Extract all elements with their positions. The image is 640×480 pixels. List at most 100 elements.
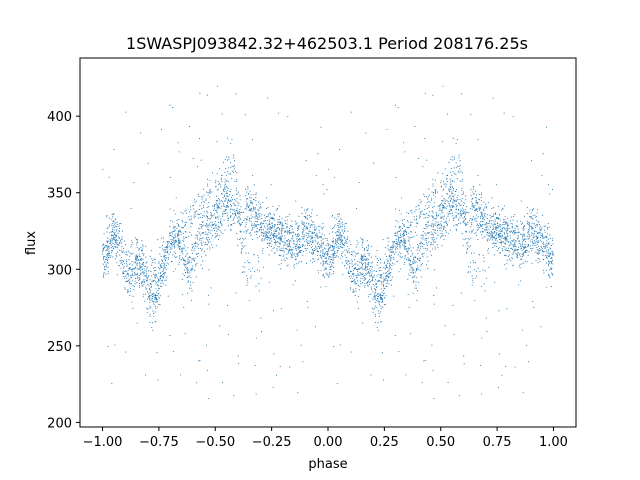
- data-point: [548, 275, 550, 277]
- data-point: [452, 137, 454, 139]
- data-point: [280, 227, 282, 229]
- data-point: [373, 270, 375, 272]
- data-point: [337, 222, 339, 224]
- data-point: [174, 229, 176, 231]
- data-point: [196, 234, 198, 236]
- data-point: [513, 251, 515, 253]
- data-point: [511, 243, 513, 245]
- data-point: [297, 248, 299, 250]
- data-point: [234, 164, 236, 166]
- data-point: [364, 286, 366, 288]
- data-point: [232, 170, 234, 172]
- data-point: [255, 285, 257, 287]
- data-point: [442, 206, 444, 208]
- data-point: [273, 310, 275, 312]
- data-point: [307, 234, 309, 236]
- data-point: [278, 233, 280, 235]
- data-point: [118, 237, 120, 239]
- data-point: [131, 264, 133, 266]
- data-point: [431, 238, 433, 240]
- data-point: [359, 267, 361, 269]
- data-point: [159, 276, 161, 278]
- data-point: [403, 224, 405, 226]
- data-point: [368, 273, 370, 275]
- data-point: [329, 266, 331, 268]
- data-point: [297, 227, 299, 229]
- data-point: [145, 374, 147, 376]
- data-point: [188, 216, 190, 218]
- data-point: [383, 272, 385, 274]
- data-point: [227, 188, 229, 190]
- data-point: [497, 205, 500, 207]
- data-point: [538, 223, 541, 226]
- data-point: [482, 221, 484, 223]
- data-point: [533, 306, 535, 308]
- data-point: [208, 242, 210, 244]
- data-point: [102, 168, 104, 170]
- data-point: [433, 194, 435, 196]
- data-point: [345, 249, 348, 251]
- data-point: [516, 253, 518, 255]
- data-point: [211, 226, 213, 228]
- data-point: [487, 240, 489, 242]
- data-point: [396, 235, 398, 237]
- data-point: [166, 262, 168, 264]
- data-point: [174, 252, 177, 255]
- data-point: [461, 178, 463, 180]
- x-tick-label: −0.25: [252, 435, 292, 450]
- data-point: [273, 225, 275, 227]
- data-point: [513, 238, 515, 240]
- data-point: [360, 262, 363, 264]
- data-point: [298, 215, 300, 217]
- data-point: [219, 200, 221, 202]
- data-point: [526, 235, 528, 237]
- data-point: [178, 234, 180, 236]
- data-point: [130, 207, 132, 210]
- data-point: [128, 263, 130, 265]
- data-point: [290, 225, 292, 227]
- data-point: [486, 217, 488, 220]
- data-point: [165, 251, 167, 253]
- data-point: [488, 222, 490, 225]
- data-point: [198, 217, 200, 219]
- data-point: [162, 270, 164, 272]
- data-point: [493, 230, 496, 233]
- data-point: [522, 240, 524, 242]
- data-point: [216, 141, 218, 143]
- data-point: [544, 247, 546, 250]
- data-point: [233, 168, 235, 170]
- data-point: [103, 233, 105, 235]
- data-point: [152, 310, 154, 312]
- data-point: [226, 180, 228, 182]
- data-point: [352, 280, 354, 282]
- data-point: [436, 224, 439, 226]
- data-point: [164, 279, 166, 281]
- data-point: [111, 224, 113, 226]
- data-point: [281, 222, 283, 224]
- data-point: [219, 203, 221, 205]
- data-point: [442, 173, 444, 175]
- data-point: [172, 227, 174, 229]
- data-point: [123, 263, 125, 265]
- data-point: [455, 162, 457, 164]
- data-point: [520, 223, 522, 225]
- data-point: [205, 224, 208, 226]
- data-point: [444, 200, 447, 202]
- data-point: [415, 256, 417, 259]
- data-point: [475, 208, 477, 210]
- data-point: [114, 258, 116, 260]
- data-point: [477, 203, 479, 205]
- data-point: [495, 242, 497, 244]
- data-point: [341, 234, 343, 236]
- data-point: [172, 221, 174, 223]
- data-point: [394, 104, 396, 106]
- data-point: [486, 214, 488, 216]
- data-point: [201, 221, 203, 223]
- data-point: [396, 231, 399, 233]
- data-point: [547, 184, 549, 186]
- data-point: [252, 225, 254, 227]
- data-point: [420, 234, 422, 236]
- data-point: [254, 224, 256, 226]
- data-point: [275, 236, 277, 238]
- data-point: [303, 227, 305, 229]
